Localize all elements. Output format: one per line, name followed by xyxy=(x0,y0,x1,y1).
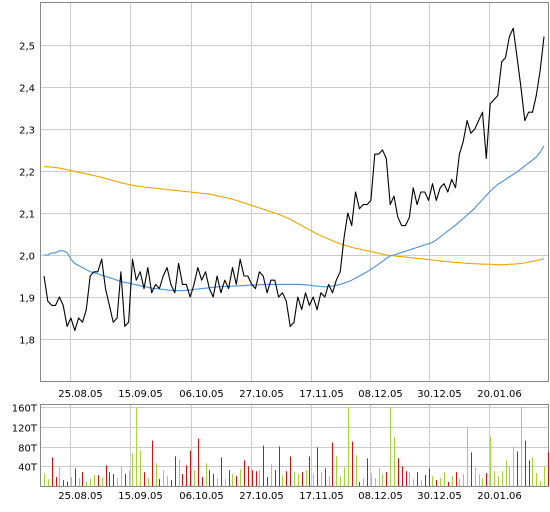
price-y-tick-label: 2,1 xyxy=(19,210,35,221)
price-series xyxy=(43,27,545,332)
volume-y-tick-label: 120T xyxy=(12,424,38,435)
price-y-tick-label: 2,0 xyxy=(19,252,35,263)
price-panel: 1,8 1,9 2,0 2,1 2,2 2,3 2,4 2,5 25.08.05 15.09.0… xyxy=(19,2,549,400)
moving-average-short-line xyxy=(44,145,545,292)
price-x-axis: 25.08.05 15.09.05 06.10.05 27.10.05 17.11.05… xyxy=(58,389,522,400)
volume-x-tick-label: 27.10.05 xyxy=(239,491,284,502)
price-y-axis: 1,8 1,9 2,0 2,1 2,2 2,3 2,4 2,5 xyxy=(19,42,35,347)
price-y-tick-label: 1,9 xyxy=(19,294,35,305)
price-y-tick-label: 2,2 xyxy=(19,168,35,179)
volume-grid xyxy=(41,405,548,486)
volume-x-tick-label: 17.11.05 xyxy=(299,491,344,502)
price-plot-area xyxy=(40,2,549,382)
volume-x-tick-label: 08.12.05 xyxy=(358,491,403,502)
volume-x-tick-label: 25.08.05 xyxy=(58,491,103,502)
price-line xyxy=(43,27,545,332)
price-x-tick-label: 25.08.05 xyxy=(58,389,103,400)
volume-x-tick-label: 06.10.05 xyxy=(179,491,224,502)
volume-x-tick-label: 30.12.05 xyxy=(417,491,462,502)
price-y-tick-label: 2,5 xyxy=(19,42,35,53)
price-x-tick-label: 30.12.05 xyxy=(417,389,462,400)
volume-x-tick-label: 20.01.06 xyxy=(477,491,522,502)
volume-bars xyxy=(44,407,549,486)
volume-y-tick-label: 40T xyxy=(18,463,38,474)
price-y-tick-label: 2,4 xyxy=(19,84,35,95)
price-x-tick-label: 06.10.05 xyxy=(179,389,224,400)
price-x-tick-label: 15.09.05 xyxy=(118,389,163,400)
volume-x-axis: 25.08.05 15.09.05 06.10.05 27.10.05 17.11.05… xyxy=(58,491,522,502)
price-y-tick-label: 2,3 xyxy=(19,126,35,137)
volume-x-tick-label: 15.09.05 xyxy=(118,491,163,502)
price-x-tick-label: 17.11.05 xyxy=(299,389,344,400)
volume-y-tick-label: 160T xyxy=(12,404,38,415)
price-grid xyxy=(41,3,548,381)
moving-average-long-line xyxy=(44,166,545,266)
volume-y-axis: 40T 80T 120T 160T xyxy=(12,404,38,474)
volume-y-tick-label: 80T xyxy=(18,444,38,455)
price-x-tick-label: 20.01.06 xyxy=(477,389,522,400)
price-y-tick-label: 1,8 xyxy=(19,336,35,347)
price-x-tick-label: 27.10.05 xyxy=(239,389,284,400)
price-x-tick-label: 08.12.05 xyxy=(358,389,403,400)
